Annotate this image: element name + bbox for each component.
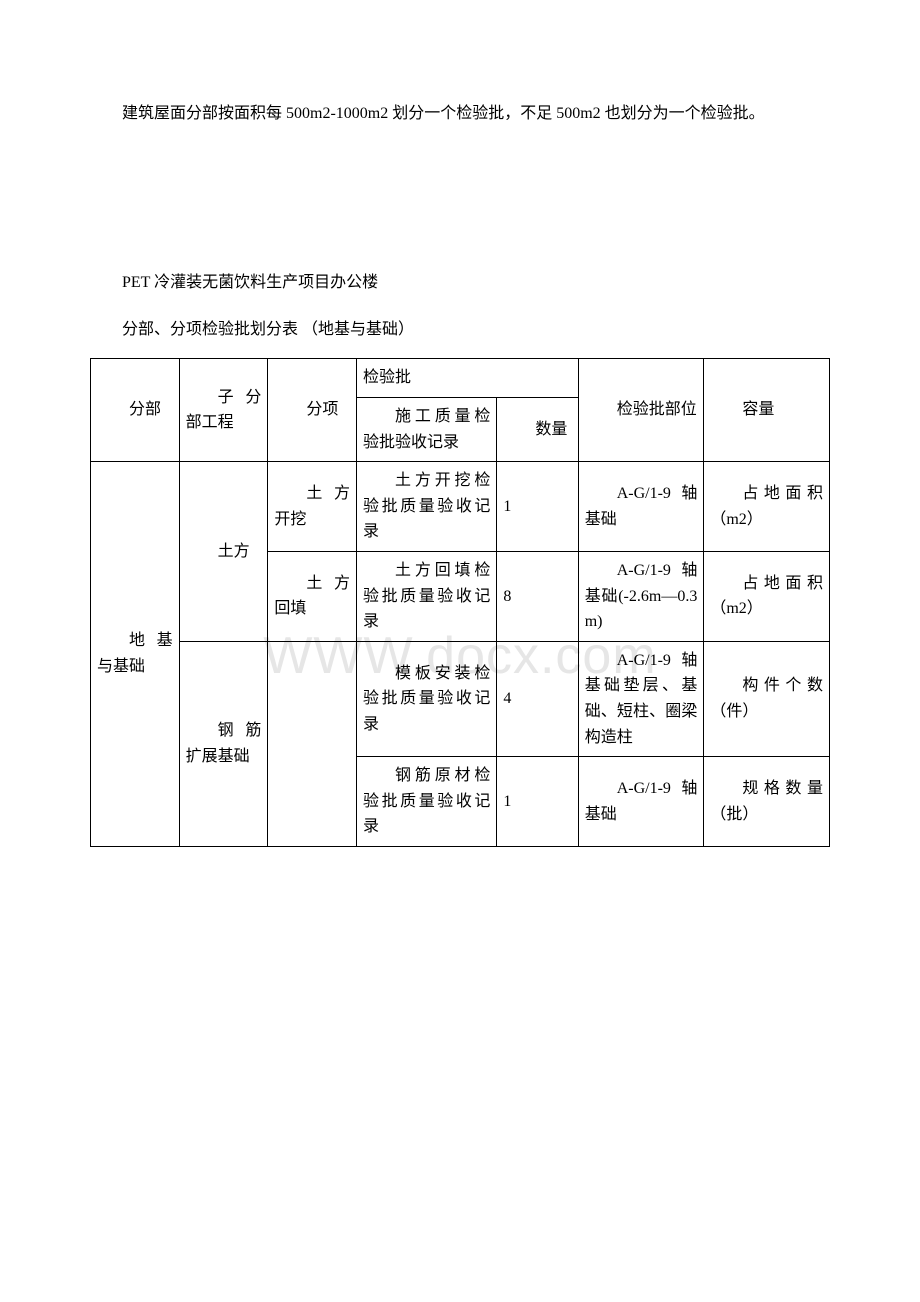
table-row: 地基与基础 土方 土方开挖 土方开挖检验批质量验收记录 1 A-G/1-9 轴基… <box>91 462 830 552</box>
cell-location: A-G/1-9 轴基础 <box>578 757 704 847</box>
cell-quantity: 4 <box>497 641 578 756</box>
header-col-inspection-group: 检验批 <box>357 359 579 398</box>
intro-paragraph: 建筑屋面分部按面积每 500m2-1000m2 划分一个检验批，不足 500m2… <box>90 100 830 129</box>
header-col-record: 施工质量检验批验收记录 <box>357 397 497 461</box>
header-col-division: 分部 <box>91 359 180 462</box>
cell-record: 模板安装检验批质量验收记录 <box>357 641 497 756</box>
cell-item-empty <box>268 641 357 846</box>
table-row: 钢筋扩展基础 模板安装检验批质量验收记录 4 A-G/1-9 轴基础垫层、基础、… <box>91 641 830 756</box>
header-col-subdivision: 子分部工程 <box>179 359 268 462</box>
page-content: 建筑屋面分部按面积每 500m2-1000m2 划分一个检验批，不足 500m2… <box>90 100 830 847</box>
inspection-table: 分部 子分部工程 分项 检验批 检验批部位 容量 施工质量检验批验收记录 数量 … <box>90 358 830 847</box>
cell-capacity: 构件个数（件） <box>704 641 830 756</box>
cell-location: A-G/1-9 轴基础垫层、基础、短柱、圈梁构造柱 <box>578 641 704 756</box>
cell-subdivision-earthwork: 土方 <box>179 462 268 642</box>
cell-item: 土方回填 <box>268 551 357 641</box>
cell-capacity: 占地面积（m2） <box>704 462 830 552</box>
cell-quantity: 8 <box>497 551 578 641</box>
cell-record: 钢筋原材检验批质量验收记录 <box>357 757 497 847</box>
cell-record: 土方回填检验批质量验收记录 <box>357 551 497 641</box>
cell-quantity: 1 <box>497 757 578 847</box>
cell-location: A-G/1-9 轴基础(-2.6m—0.3m) <box>578 551 704 641</box>
cell-quantity: 1 <box>497 462 578 552</box>
table-header-row: 分部 子分部工程 分项 检验批 检验批部位 容量 <box>91 359 830 398</box>
header-col-capacity: 容量 <box>704 359 830 462</box>
header-col-quantity: 数量 <box>497 397 578 461</box>
document-title: PET 冷灌装无菌饮料生产项目办公楼 <box>90 269 830 298</box>
cell-capacity: 规格数量（批） <box>704 757 830 847</box>
cell-item: 土方开挖 <box>268 462 357 552</box>
header-col-location: 检验批部位 <box>578 359 704 462</box>
cell-subdivision-rebar: 钢筋扩展基础 <box>179 641 268 846</box>
header-col-item: 分项 <box>268 359 357 462</box>
cell-location: A-G/1-9 轴基础 <box>578 462 704 552</box>
cell-capacity: 占地面积（m2） <box>704 551 830 641</box>
cell-division: 地基与基础 <box>91 462 180 847</box>
document-subtitle: 分部、分项检验批划分表 （地基与基础） <box>90 316 830 345</box>
cell-record: 土方开挖检验批质量验收记录 <box>357 462 497 552</box>
